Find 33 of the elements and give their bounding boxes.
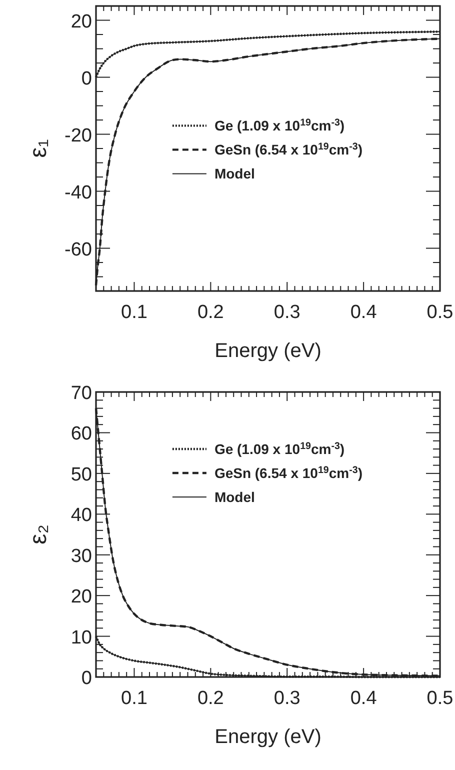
x-axis-title: Energy (eV) <box>214 726 322 748</box>
legend-label: Model <box>214 489 255 505</box>
y-tick-label: 40 <box>70 505 92 526</box>
y-axis-title: ε₁ <box>25 139 52 158</box>
x-tick-label: 0.1 <box>121 688 148 709</box>
y-tick-label: 20 <box>70 586 92 608</box>
legend-label: Ge (1.09 x 10$^{19}$cm$^{-3}$) <box>214 117 345 134</box>
x-tick-label: 0.3 <box>274 688 300 709</box>
y-tick-label: 10 <box>70 627 92 648</box>
y-tick-label: 0 <box>81 668 92 689</box>
x-axis-title: Energy (eV) <box>214 340 322 362</box>
y-tick-label: 70 <box>70 383 92 404</box>
x-tick-label: 0.5 <box>426 302 454 323</box>
y-axis-title: ε₂ <box>25 524 52 545</box>
y-tick-label: 0 <box>81 68 92 90</box>
y-tick-label: -40 <box>64 182 92 204</box>
x-tick-label: 0.1 <box>121 302 148 323</box>
y-tick-label: 60 <box>70 424 92 445</box>
y-tick-label: 50 <box>70 464 92 486</box>
x-tick-label: 0.4 <box>350 302 378 323</box>
legend-label: GeSn (6.54 x 10$^{19}$cm$^{-3}$) <box>214 464 362 481</box>
x-tick-label: 0.3 <box>274 302 300 323</box>
x-tick-label: 0.2 <box>197 688 224 709</box>
y-tick-label: 20 <box>70 11 92 32</box>
legend-label: Ge (1.09 x 10$^{19}$cm$^{-3}$) <box>214 440 345 457</box>
y-tick-label: -60 <box>64 239 92 260</box>
y-tick-label: -20 <box>64 125 92 146</box>
y-tick-label: 30 <box>70 546 92 567</box>
legend-label: Model <box>214 166 255 182</box>
x-tick-label: 0.2 <box>197 302 224 323</box>
legend-label: GeSn (6.54 x 10$^{19}$cm$^{-3}$) <box>214 141 362 158</box>
x-tick-label: 0.4 <box>350 688 378 709</box>
x-tick-label: 0.5 <box>426 688 454 709</box>
